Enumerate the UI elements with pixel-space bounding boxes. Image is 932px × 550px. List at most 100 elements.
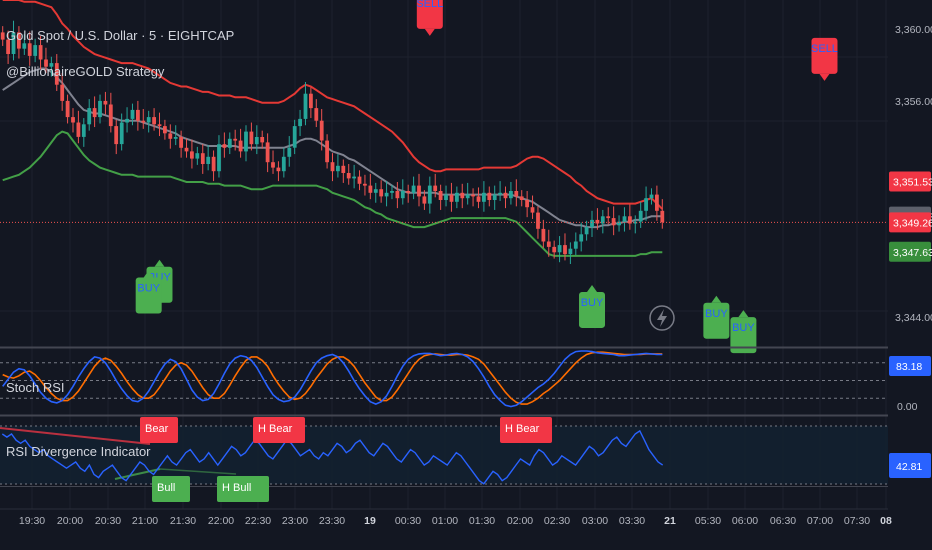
stoch-rsi-title[interactable]: Stoch RSI (6, 380, 65, 395)
candle-body (622, 216, 627, 222)
divergence-label-text: H Bear (258, 423, 293, 435)
candle-body (206, 156, 211, 164)
time-tick-label: 02:00 (507, 515, 533, 527)
time-tick-label: 22:00 (208, 515, 234, 527)
stoch-level-lines (0, 362, 888, 399)
candle-body (460, 192, 465, 199)
time-tick-label: 03:30 (619, 515, 645, 527)
time-tick-label: 01:00 (432, 515, 458, 527)
buy-signal[interactable]: BUY (579, 284, 606, 328)
buy-signal[interactable]: BUY (703, 295, 730, 339)
time-tick-label: 01:30 (469, 515, 495, 527)
candle-body (514, 191, 519, 197)
candle-body (357, 176, 362, 184)
candle-body (384, 192, 389, 197)
rsi-line (1, 429, 664, 485)
candle-body (487, 192, 492, 200)
candle-body (271, 162, 275, 168)
candle-body (81, 124, 86, 137)
lower-band-line (2, 130, 663, 257)
sell-signal-pointer (424, 28, 435, 36)
candle-body (173, 137, 178, 139)
candle-body (617, 221, 621, 226)
candle-body (633, 221, 638, 224)
buy-signal-box (135, 277, 162, 314)
bull-divergence-line (114, 468, 161, 480)
candle-body (568, 248, 573, 255)
candle-body (417, 185, 421, 197)
candle-body (449, 194, 454, 202)
sell-signal-label: SELL (416, 0, 443, 10)
time-tick-label: 23:30 (319, 515, 345, 527)
rsi-divergence-pane[interactable]: Bear H Bear H Bear Bull H Bull (0, 417, 888, 502)
time-tick-label: 19 (364, 515, 376, 527)
rsi-value-badge (889, 453, 931, 478)
candle-body (157, 124, 162, 127)
divergence-lines (0, 427, 237, 480)
bear-divergence-label[interactable]: H Bear (253, 417, 305, 443)
sell-signal[interactable]: SELL (416, 0, 443, 36)
candle-body (298, 118, 302, 127)
candle-body (563, 245, 567, 255)
candle-body (200, 153, 205, 164)
time-tick-label: 23:00 (282, 515, 308, 527)
candle-body (573, 241, 578, 249)
candle-body (60, 84, 65, 101)
bull-divergence-label[interactable]: Bull (152, 476, 190, 502)
price-pane[interactable]: SELLSELLBUYBUYBUYBUYBUY (0, 0, 888, 354)
buy-signal[interactable]: BUY (730, 310, 757, 354)
candle-body (65, 100, 70, 118)
symbol-title[interactable]: Gold Spot / U.S. Dollar · 5 · EIGHTCAP (6, 28, 234, 43)
candle-body (422, 196, 427, 204)
stoch-value-badge (889, 356, 931, 376)
strategy-title[interactable]: @BillionaireGOLD Strategy (6, 64, 165, 79)
price-label-text: 3,351.53 (893, 176, 932, 188)
bear-label-box (253, 417, 305, 443)
price-axis[interactable]: 3,360.003,356.003,344.003,351.533,349.58… (888, 0, 932, 520)
bull-divergence-label[interactable]: H Bull (217, 476, 269, 502)
candle-body (217, 144, 221, 172)
buy-signal-pointer (587, 284, 598, 292)
candle-body (54, 63, 59, 85)
stoch-zero-tick: 0.00 (897, 401, 918, 413)
lightning-icon[interactable] (649, 305, 675, 331)
candle-body (525, 200, 529, 208)
time-tick-label: 20:30 (95, 515, 121, 527)
divergence-label-text: Bull (157, 482, 175, 494)
candle-body (590, 219, 594, 228)
buy-signal-label: BUY (705, 308, 728, 320)
bear-divergence-line (0, 427, 151, 445)
divergence-label-text: H Bear (505, 423, 540, 435)
candle-body (114, 126, 119, 145)
buy-signal-label: BUY (732, 322, 755, 334)
stoch-rsi-pane[interactable] (0, 350, 888, 408)
rsi-divergence-title[interactable]: RSI Divergence Indicator (6, 444, 151, 459)
time-axis[interactable]: 19:30 20:00 20:30 21:00 21:30 22:00 22:30 23:00… (0, 508, 932, 550)
time-tick-label: 22:30 (245, 515, 271, 527)
candle-body (346, 173, 351, 179)
candle-body (141, 120, 146, 123)
buy-signal-box (703, 302, 730, 339)
candle-body (541, 228, 546, 242)
sell-signal[interactable]: SELL (811, 37, 838, 81)
candle-body (655, 194, 659, 211)
candle-body (482, 192, 486, 202)
candle-body (546, 241, 551, 247)
bear-divergence-label[interactable]: Bear (140, 417, 178, 443)
candle-body (379, 189, 384, 197)
candle-body (233, 138, 238, 141)
candle-body (530, 207, 535, 213)
candle-body (254, 137, 259, 145)
candle-body (368, 185, 373, 193)
time-tick-label: 08 (880, 515, 892, 527)
buy-signal-pointer (143, 270, 154, 278)
candle-body (265, 142, 270, 163)
price-label-badge (889, 212, 931, 233)
bear-divergence-label[interactable]: H Bear (500, 417, 552, 443)
candle-body (195, 153, 200, 159)
buy-signal-pointer (711, 295, 722, 303)
buy-sell-signals: SELLSELLBUYBUYBUYBUYBUY (135, 0, 838, 354)
rsi-value-label: 42.81 (896, 461, 922, 473)
buy-signal[interactable]: BUY (135, 270, 162, 314)
